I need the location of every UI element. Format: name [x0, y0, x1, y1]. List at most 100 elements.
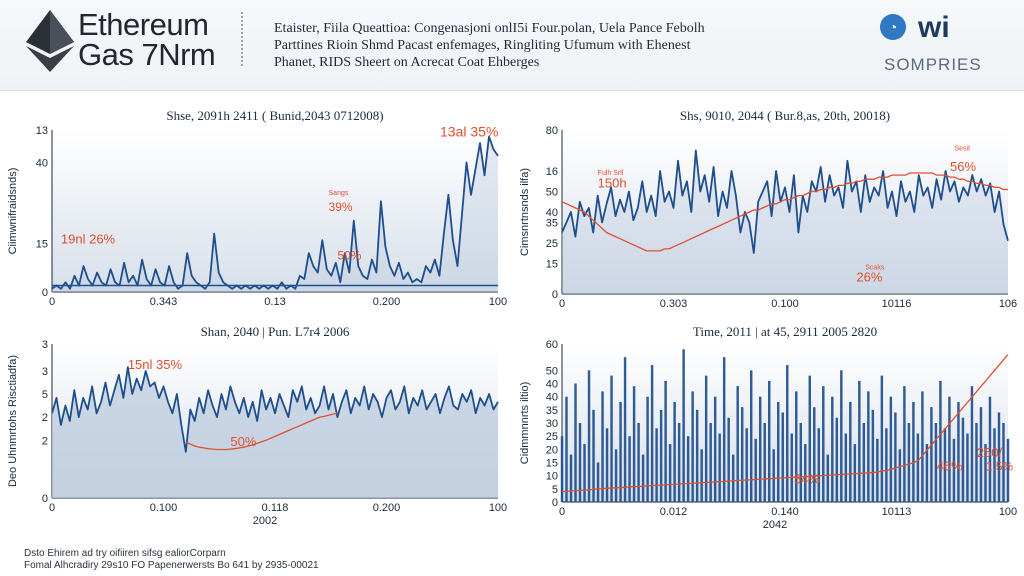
chart-3-bar-41: [745, 428, 748, 502]
chart-1-x-tick-2: 0.100: [771, 298, 799, 310]
chart-1-y-tick-7: 80: [546, 125, 558, 137]
chart-3-x-tick-2: 0.140: [771, 506, 799, 518]
chart-3-bar-75: [898, 449, 902, 502]
chart-3-bar-56: [813, 407, 816, 502]
description-line-3: Phanet, RIDS Sheert on Acrecat Coat Ehbe…: [274, 55, 540, 70]
chart-1-y-tick-4: 40: [546, 207, 558, 219]
chart-0-x-tick-4: 100: [489, 296, 507, 308]
chart-3-bar-32: [704, 375, 708, 502]
chart-3-bar-16: [632, 386, 636, 502]
chart-3-bar-37: [727, 417, 730, 502]
chart-3-bar-95: [988, 396, 992, 502]
chart-3-bar-40: [740, 407, 744, 502]
chart-1-annotation-0: 56%: [950, 159, 976, 174]
chart-2-y-tick-5: 3: [42, 339, 48, 351]
chart-3-bar-42: [749, 370, 753, 502]
chart-3-x-tick-3: 10113: [882, 506, 912, 518]
chart-3-bar-7: [592, 409, 595, 502]
chart-3-x-tick-1: 0.012: [660, 506, 688, 518]
chart-3-bar-51: [790, 433, 793, 502]
chart-3-y-tick-1: 5: [552, 484, 558, 496]
chart-1-series-0-line: [561, 149, 1009, 254]
chart-3-x-tick-0: 0: [559, 506, 565, 518]
chart-3-bar-69: [871, 409, 875, 502]
chart-1-title: Shs, 9010, 2044 ( Bur.8,as, 20th, 20018): [680, 108, 890, 123]
chart-1-x-tick-0: 0: [559, 298, 565, 310]
chart-3-bar-50: [786, 365, 789, 502]
chart-3-bar-26: [677, 423, 681, 502]
chart-3-y-tick-2: 10: [546, 471, 558, 483]
chart-0-series-0-line: [51, 135, 499, 290]
chart-3-bar-11: [610, 375, 613, 502]
chart-3-bar-86: [948, 396, 951, 502]
chart-3-y-tick-5: 25: [546, 431, 558, 443]
chart-2-x-tick-0: 0: [49, 502, 55, 514]
chart-0-x-tick-0: 0: [49, 296, 55, 308]
chart-3-bar-24: [668, 444, 672, 502]
chart-3-y-tick-4: 20: [546, 444, 558, 456]
chart-2-annotation-0: 15nl 35%: [128, 357, 183, 372]
chart-3-bar-14: [623, 357, 627, 502]
chart-3-bar-53: [799, 423, 802, 502]
chart-3-bar-87: [952, 438, 956, 502]
chart-3-bar-48: [777, 401, 780, 502]
chart-1-y-tick-3: 35: [546, 217, 558, 229]
chart-3-bar-38: [731, 454, 735, 502]
chart-2-x-tick-3: 0.200: [373, 502, 401, 514]
chart-3-bar-2: [569, 454, 573, 502]
chart-3-x-label: 2042: [763, 519, 787, 531]
chart-3-bar-17: [637, 423, 640, 502]
chart-1-series-1-line: [561, 172, 1008, 252]
header-description: Etaister, Fiila Queattioa: Congenasjoni …: [274, 20, 834, 71]
chart-3-bar-0: [560, 436, 564, 502]
chart-1-y-tick-5: 50: [546, 187, 558, 199]
chart-3-y-tick-3: 15: [546, 458, 558, 470]
chart-1-y-tick-1: 15: [546, 258, 558, 270]
chart-3-bar-20: [650, 365, 654, 502]
chart-3-bar-12: [614, 449, 618, 502]
chart-3-bar-58: [822, 386, 825, 502]
chart-2-title: Shan, 2040 | Pun. L7r4 2006: [201, 324, 350, 339]
chart-3-bar-60: [831, 396, 834, 502]
brand-badge-icon: ◔: [880, 14, 906, 40]
chart-3-bar-3: [574, 383, 577, 502]
chart-3-bar-27: [682, 349, 685, 502]
chart-3-bar-63: [844, 433, 848, 502]
chart-3-bar-96: [993, 428, 996, 502]
chart-3-bar-31: [700, 449, 703, 502]
chart-0-annotation-3: 50%: [337, 249, 361, 263]
chart-bottom-right: Time, 2011 | at 45, 2911 2005 2820 Cidmmn…: [519, 324, 1017, 531]
footer-line-2: Fomal Alhcradiry 29s10 FO Papenerwersts …: [24, 560, 319, 571]
chart-3-bar-97: [997, 412, 1001, 502]
chart-3-y-label: Cidmmnnrts iltio): [519, 382, 531, 465]
chart-3-bar-93: [979, 407, 983, 502]
description-line-1: Etaister, Fiila Queattioa: Congenasjoni …: [274, 21, 705, 36]
chart-3-bar-84: [939, 380, 942, 502]
chart-3-bar-6: [587, 370, 591, 502]
chart-3-bar-57: [817, 428, 821, 502]
chart-0-annotation-2: 39%: [329, 200, 353, 214]
chart-3-bar-19: [646, 396, 649, 502]
chart-3-bar-88: [957, 401, 960, 502]
chart-3-bar-18: [641, 454, 645, 502]
chart-0-annotation-0: 13al 35%: [440, 123, 498, 139]
chart-3-bar-79: [916, 433, 920, 502]
chart-3-bar-64: [849, 401, 852, 502]
chart-3-bar-67: [862, 423, 866, 502]
chart-3-y-tick-6: 30: [546, 418, 558, 430]
chart-3-bar-89: [961, 417, 965, 502]
chart-3-bar-33: [709, 423, 712, 502]
chart-3-bar-76: [903, 386, 906, 502]
chart-3-bar-44: [758, 396, 762, 502]
chart-3-bar-1: [565, 396, 568, 502]
chart-0-x-tick-1: 0.343: [150, 296, 178, 308]
chart-2-x-label: 2002: [253, 515, 277, 527]
chart-3-bar-39: [736, 386, 739, 502]
chart-3-plot-area: [562, 344, 1008, 502]
chart-1-x-tick-3: 10116: [882, 298, 912, 310]
chart-1-y-tick-2: 25: [546, 238, 558, 250]
chart-3-bar-68: [867, 391, 870, 502]
chart-2-y-label: Deo Uhnmrtohs Risctiadfa): [7, 355, 19, 487]
chart-3-bar-49: [781, 412, 784, 502]
chart-3-bar-28: [686, 436, 690, 502]
